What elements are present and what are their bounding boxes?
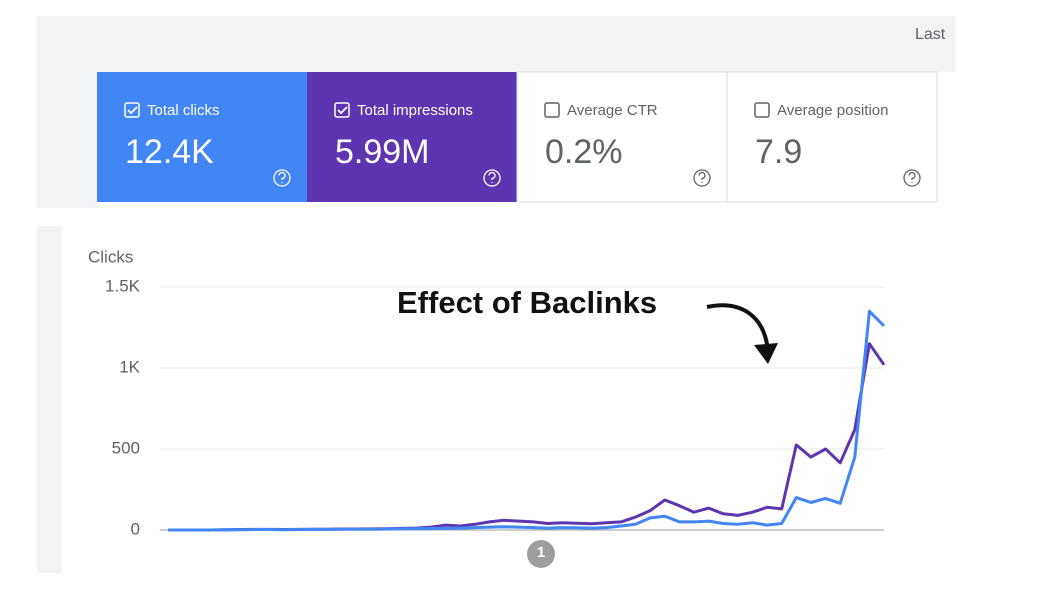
metric-card[interactable] [97,72,307,202]
help-icon[interactable] [693,169,711,187]
metric-value: 5.99M [335,133,430,171]
annotation-arrow [706,303,770,353]
checkbox[interactable] [124,102,140,118]
checkbox[interactable] [334,102,350,118]
annotation-arrowhead [754,343,778,364]
y-tick-label: 0 [131,519,140,538]
metric-label: Average CTR [567,102,658,119]
metric-card[interactable] [516,71,728,203]
y-tick-label: 500 [112,438,140,457]
metric-value: 7.9 [755,133,802,171]
marker-label: 1 [537,544,545,561]
checkmark [337,106,348,115]
metric-label: Total impressions [357,102,473,119]
help-icon[interactable] [273,169,291,187]
date-range[interactable]: Last [915,26,946,43]
metric-label: Average position [777,102,888,119]
metric-value: 12.4K [125,133,214,171]
checkbox[interactable] [544,102,560,118]
help-glyph [278,171,286,183]
line-series [168,309,886,532]
help-glyph [698,171,706,183]
side-panel [37,226,62,573]
top-bar [37,16,957,72]
metric-label: Total clicks [147,102,220,119]
help-glyph [488,171,496,183]
y-axis-label: Clicks [88,247,133,266]
metric-card[interactable] [307,72,517,202]
crop [955,16,1053,76]
metric-card[interactable] [726,71,938,203]
metric-value: 0.2% [545,133,623,171]
line-series [168,342,886,532]
y-tick-label: 1K [119,357,140,376]
annotation: Effect of Baclinks [397,285,657,320]
checkmark [127,106,138,115]
help-glyph [908,171,916,183]
side-panel [37,72,97,208]
help-icon[interactable] [903,169,921,187]
marker-badge[interactable] [527,540,555,568]
y-tick-label: 1.5K [105,276,141,295]
help-icon[interactable] [483,169,501,187]
checkbox[interactable] [754,102,770,118]
